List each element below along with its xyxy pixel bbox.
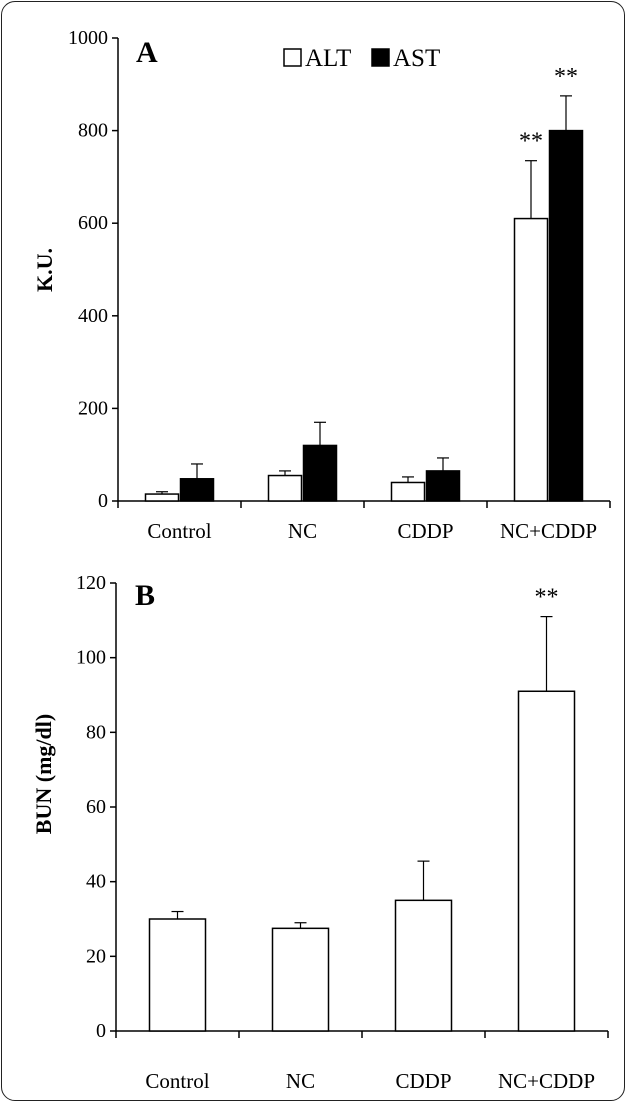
x-tick-label: NC+CDDP <box>498 1069 595 1093</box>
bar <box>425 470 461 502</box>
bar <box>394 899 453 1032</box>
significance-annotation: ** <box>519 129 543 155</box>
panel-a-label: A <box>136 36 158 69</box>
legend-alt-swatch <box>283 48 302 67</box>
bar <box>179 478 215 502</box>
y-tick-label: 20 <box>86 945 106 967</box>
x-tick-label: CDDP <box>395 1069 451 1093</box>
bar <box>513 217 549 502</box>
x-tick-label: NC <box>288 519 317 543</box>
bar <box>148 918 207 1032</box>
y-tick-label: 1000 <box>68 27 108 49</box>
panel-b-y-axis-label: BUN (mg/dl) <box>31 714 56 834</box>
x-tick-label: NC+CDDP <box>500 519 597 543</box>
panel-b: B BUN (mg/dl) 0 20 40 60 80 100 120 Control NC CD… <box>31 572 609 1093</box>
y-tick-label: 400 <box>78 305 108 327</box>
panel-a-y-axis-label: K.U. <box>32 248 57 292</box>
panel-a-legend: ALT AST <box>283 45 440 72</box>
bar <box>517 690 576 1032</box>
bar <box>144 493 180 502</box>
bar <box>271 927 330 1032</box>
y-tick-label: 80 <box>86 721 106 743</box>
legend-ast-swatch <box>371 48 390 67</box>
y-tick-label: 0 <box>98 490 108 512</box>
bar <box>548 129 584 502</box>
y-tick-label: 120 <box>76 572 106 594</box>
y-tick-label: 100 <box>76 647 106 669</box>
bar <box>267 474 303 502</box>
legend-alt-label: ALT <box>305 45 351 72</box>
panel-b-label: B <box>135 579 155 612</box>
bar <box>390 481 426 502</box>
y-tick-label: 0 <box>96 1020 106 1042</box>
significance-annotation: ** <box>535 585 559 611</box>
y-tick-label: 200 <box>78 397 108 419</box>
y-tick-label: 60 <box>86 796 106 818</box>
panel-a: A K.U. ALT AST 0 200 400 600 800 1000 Control N… <box>32 27 611 543</box>
x-tick-label: Control <box>147 519 211 543</box>
x-tick-label: Control <box>145 1069 209 1093</box>
y-tick-label: 40 <box>86 871 106 893</box>
bar <box>302 444 338 502</box>
y-tick-label: 800 <box>78 120 108 142</box>
x-tick-label: CDDP <box>397 519 453 543</box>
x-tick-label: NC <box>286 1069 315 1093</box>
legend-ast-label: AST <box>393 45 440 72</box>
y-tick-label: 600 <box>78 212 108 234</box>
significance-annotation: ** <box>554 64 578 90</box>
